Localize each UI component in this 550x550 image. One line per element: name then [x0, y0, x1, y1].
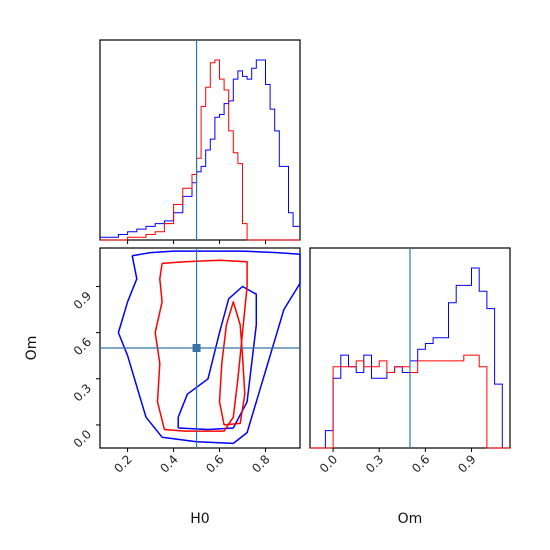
- hist-H0-blue-series: [100, 59, 300, 238]
- panel-hist-H0-frame: [99, 39, 301, 241]
- histogram-H0: [100, 40, 300, 241]
- contour-ytick-label: 0.6: [71, 335, 94, 358]
- hist-Om-red-series: [310, 354, 510, 449]
- xlabel-Om: Om: [398, 511, 423, 527]
- contour-ytick-label: 0.9: [71, 289, 94, 312]
- hist-Om-xtick-label: 0.3: [363, 452, 386, 475]
- contour-level-3: [218, 301, 246, 426]
- contour-level-0: [117, 250, 301, 445]
- contour-xtick-label: 0.8: [249, 452, 272, 475]
- contour-level-2: [154, 259, 248, 432]
- contour-ytick-label: 0.3: [71, 381, 94, 404]
- truth-marker: [192, 344, 201, 352]
- ylabel-Om: Om: [24, 336, 40, 361]
- contour-H0-Om: [100, 248, 301, 448]
- contour-ytick-label: 0.0: [71, 427, 94, 450]
- histogram-Om: [310, 248, 510, 449]
- contour-xtick-label: 0.2: [111, 452, 134, 475]
- xlabel-H0: H0: [190, 511, 209, 527]
- contour-xtick-label: 0.4: [157, 452, 180, 475]
- hist-Om-xtick-label: 0.0: [317, 452, 340, 475]
- contour-xtick-label: 0.6: [203, 452, 226, 475]
- hist-H0-red-series: [100, 59, 300, 241]
- hist-Om-xtick-label: 0.9: [455, 452, 478, 475]
- hist-Om-xtick-label: 0.6: [409, 452, 432, 475]
